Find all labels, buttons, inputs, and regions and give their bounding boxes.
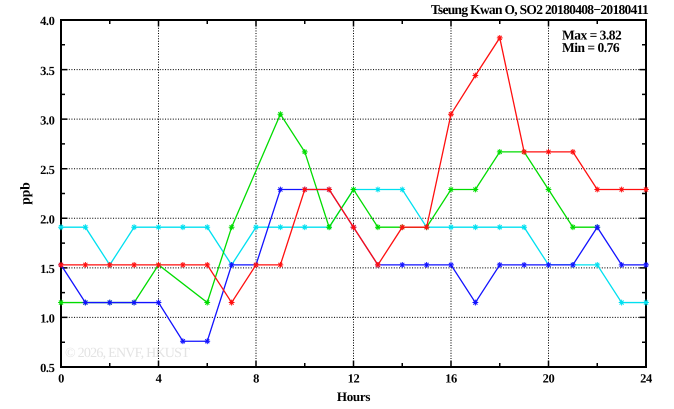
svg-text:Min = 0.76: Min = 0.76 bbox=[562, 40, 620, 55]
svg-text:24: 24 bbox=[640, 372, 653, 386]
svg-text:3.5: 3.5 bbox=[40, 64, 55, 78]
svg-text:© 2026, ENVF, HKUST: © 2026, ENVF, HKUST bbox=[65, 346, 190, 361]
svg-text:16: 16 bbox=[445, 372, 457, 386]
svg-text:2.0: 2.0 bbox=[40, 213, 55, 227]
svg-text:2.5: 2.5 bbox=[40, 163, 55, 177]
svg-text:ppb: ppb bbox=[18, 182, 33, 205]
svg-text:4: 4 bbox=[156, 372, 163, 386]
svg-text:Hours: Hours bbox=[337, 389, 370, 404]
svg-text:12: 12 bbox=[348, 372, 360, 386]
svg-text:8: 8 bbox=[253, 372, 259, 386]
svg-text:0: 0 bbox=[58, 372, 64, 386]
svg-text:3.0: 3.0 bbox=[40, 113, 55, 127]
svg-text:4.0: 4.0 bbox=[40, 14, 55, 28]
svg-text:0.5: 0.5 bbox=[40, 361, 55, 375]
svg-text:20: 20 bbox=[543, 372, 555, 386]
svg-text:1.0: 1.0 bbox=[40, 312, 55, 326]
svg-text:Tseung Kwan O, SO2 20180408−20: Tseung Kwan O, SO2 20180408−20180411 bbox=[431, 2, 649, 17]
svg-text:Max = 3.82: Max = 3.82 bbox=[562, 28, 622, 43]
svg-text:1.5: 1.5 bbox=[40, 262, 55, 276]
